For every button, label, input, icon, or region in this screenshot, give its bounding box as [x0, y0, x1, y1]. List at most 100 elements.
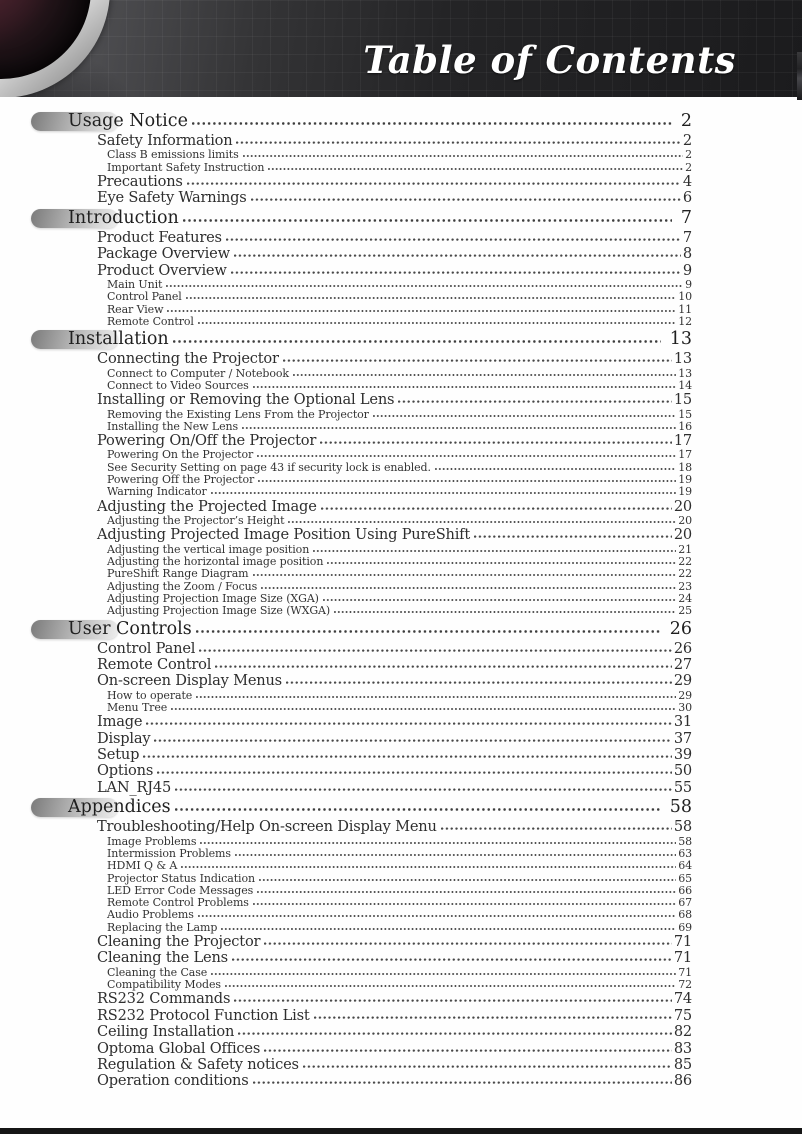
toc-entry-page: 72	[678, 978, 692, 992]
toc-entry[interactable]: Control Panel 10	[0, 290, 802, 303]
toc-entry-label: Product Features	[97, 228, 222, 246]
toc-entry[interactable]: Precautions 4	[0, 173, 802, 190]
toc-entry[interactable]: Adjusting Projected Image Position Using…	[0, 526, 802, 544]
toc-entry[interactable]: Eye Safety Warnings 6	[0, 189, 802, 206]
toc-entry[interactable]: Adjusting the Zoom / Focus 23	[0, 580, 802, 593]
toc-entry[interactable]: Powering On/Off the Projector 17	[0, 432, 802, 449]
toc-entry[interactable]: Cleaning the Lens 71	[0, 949, 802, 966]
toc-entry[interactable]: Options 50	[0, 762, 802, 780]
toc-entry[interactable]: Optoma Global Offices 83	[0, 1039, 802, 1057]
toc-entry-page: 37	[673, 729, 692, 747]
toc-entry[interactable]: Remote Control 12	[0, 315, 802, 328]
toc-entry-label: Optoma Global Offices	[97, 1039, 261, 1057]
toc-leader-dots	[197, 914, 677, 919]
toc-entry[interactable]: Projector Status Indication 65	[0, 871, 802, 885]
toc-entry[interactable]: RS232 Protocol Function List 75	[0, 1007, 802, 1024]
toc-entry-label: Class B emissions limits	[107, 148, 239, 162]
toc-entry[interactable]: Adjusting the Projector’s Height 20	[0, 514, 802, 527]
toc-entry[interactable]: Class B emissions limits 2	[0, 148, 802, 162]
toc-entry-page: 58	[673, 818, 692, 836]
toc-entry-label: Replacing the Lamp	[107, 920, 218, 934]
toc-entry[interactable]: Cleaning the Case 71	[0, 966, 802, 979]
toc-entry[interactable]: Setup 39	[0, 746, 802, 764]
toc-entry[interactable]: LAN_RJ45 55	[0, 779, 802, 796]
toc-leader-dots	[264, 941, 672, 947]
toc-entry[interactable]: Package Overview 8	[0, 245, 802, 262]
toc-entry[interactable]: Connecting the Projector 13	[0, 350, 802, 367]
toc-entry-page: 31	[673, 713, 692, 731]
toc-entry[interactable]: Installing the New Lens 16	[0, 420, 802, 433]
toc-entry[interactable]: Product Features 7	[0, 228, 802, 246]
toc-entry[interactable]: PureShift Range Diagram 22	[0, 567, 802, 580]
toc-entry[interactable]: Control Panel 26	[0, 640, 802, 657]
toc-entry[interactable]: Introduction 7	[0, 208, 802, 229]
toc-leader-dots	[372, 413, 677, 418]
toc-entry-page: 15	[673, 391, 692, 409]
toc-entry[interactable]: Powering Off the Projector 19	[0, 473, 802, 486]
toc-entry[interactable]: Replacing the Lamp 69	[0, 920, 802, 934]
toc-entry-page: 39	[673, 746, 692, 764]
toc-entry[interactable]: RS232 Commands 74	[0, 990, 802, 1007]
toc-entry[interactable]: Adjusting Projection Image Size (XGA) 24	[0, 592, 802, 605]
toc-leader-dots	[474, 534, 672, 540]
toc-leader-dots	[234, 852, 677, 857]
toc-list: Usage Notice 2 Safety Information 2 Clas…	[0, 109, 802, 1089]
toc-entry[interactable]: Adjusting the vertical image position 21	[0, 543, 802, 556]
toc-entry-label: Regulation & Safety notices	[97, 1055, 299, 1073]
toc-entry[interactable]: Remote Control 27	[0, 656, 802, 673]
toc-entry[interactable]: How to operate 29	[0, 688, 802, 702]
toc-entry[interactable]: Safety Information 2	[0, 132, 802, 149]
toc-entry[interactable]: HDMI Q & A 64	[0, 859, 802, 872]
toc-entry[interactable]: Connect to Video Sources 14	[0, 379, 802, 392]
toc-entry[interactable]: LED Error Code Messages 66	[0, 883, 802, 897]
toc-entry-page: 2	[680, 111, 692, 131]
toc-entry[interactable]: Display 37	[0, 729, 802, 747]
toc-entry[interactable]: Adjusting the Projected Image 20	[0, 498, 802, 515]
toc-leader-dots	[285, 680, 672, 686]
toc-leader-dots	[197, 320, 677, 325]
toc-entry[interactable]: Intermission Problems 63	[0, 847, 802, 860]
toc-entry[interactable]: Image Problems 58	[0, 835, 802, 848]
toc-entry[interactable]: Connect to Computer / Notebook 13	[0, 366, 802, 380]
toc-entry[interactable]: Rear View 11	[0, 303, 802, 316]
toc-entry[interactable]: Installation 13	[0, 329, 802, 350]
toc-entry[interactable]: Image 31	[0, 713, 802, 731]
toc-entry-label: Adjusting Projected Image Position Using…	[97, 526, 471, 544]
toc-entry[interactable]: Important Safety Instruction 2	[0, 161, 802, 174]
toc-entry[interactable]: Product Overview 9	[0, 262, 802, 279]
toc-entry-page: 29	[678, 688, 692, 702]
toc-entry[interactable]: Installing or Removing the Optional Lens…	[0, 391, 802, 409]
toc-entry[interactable]: Appendices 58	[0, 797, 802, 818]
toc-entry[interactable]: Remote Control Problems 67	[0, 896, 802, 909]
toc-leader-dots	[221, 926, 677, 931]
toc-entry[interactable]: Main Unit 9	[0, 277, 802, 291]
toc-entry[interactable]: Troubleshooting/Help On-screen Display M…	[0, 818, 802, 836]
toc-entry[interactable]: Menu Tree 30	[0, 701, 802, 714]
toc-entry-label: Projector Status Indication	[107, 871, 255, 885]
toc-entry[interactable]: Powering On the Projector 17	[0, 448, 802, 461]
toc-entry-page: 9	[685, 277, 692, 291]
toc-entry-label: Options	[97, 762, 154, 780]
toc-entry[interactable]: Adjusting the horizontal image position …	[0, 555, 802, 569]
toc-entry[interactable]: See Security Setting on page 43 if secur…	[0, 461, 802, 474]
toc-entry[interactable]: Compatibility Modes 72	[0, 978, 802, 992]
toc-leader-dots	[320, 505, 672, 511]
toc-entry[interactable]: Removing the Existing Lens From the Proj…	[0, 408, 802, 421]
toc-entry-label: Connect to Computer / Notebook	[107, 366, 289, 380]
toc-entry[interactable]: Regulation & Safety notices 85	[0, 1055, 802, 1073]
toc-entry[interactable]: User Controls 26	[0, 619, 802, 640]
toc-entry[interactable]: On-screen Display Menus 29	[0, 672, 802, 690]
toc-entry-label: Adjusting the horizontal image position	[107, 555, 324, 569]
toc-entry-page: 29	[673, 672, 692, 690]
toc-entry-page: 69	[678, 920, 692, 934]
toc-entry[interactable]: Adjusting Projection Image Size (WXGA) 2…	[0, 604, 802, 617]
toc-entry-label: Audio Problems	[107, 908, 194, 922]
toc-entry[interactable]: Audio Problems 68	[0, 908, 802, 922]
toc-leader-dots	[195, 628, 661, 634]
toc-entry-label: LED Error Code Messages	[107, 883, 254, 897]
toc-entry[interactable]: Operation conditions 86	[0, 1072, 802, 1089]
toc-entry[interactable]: Ceiling Installation 82	[0, 1023, 802, 1040]
toc-entry[interactable]: Warning Indicator 19	[0, 485, 802, 498]
toc-entry[interactable]: Cleaning the Projector 71	[0, 933, 802, 950]
toc-entry[interactable]: Usage Notice 2	[0, 111, 802, 132]
